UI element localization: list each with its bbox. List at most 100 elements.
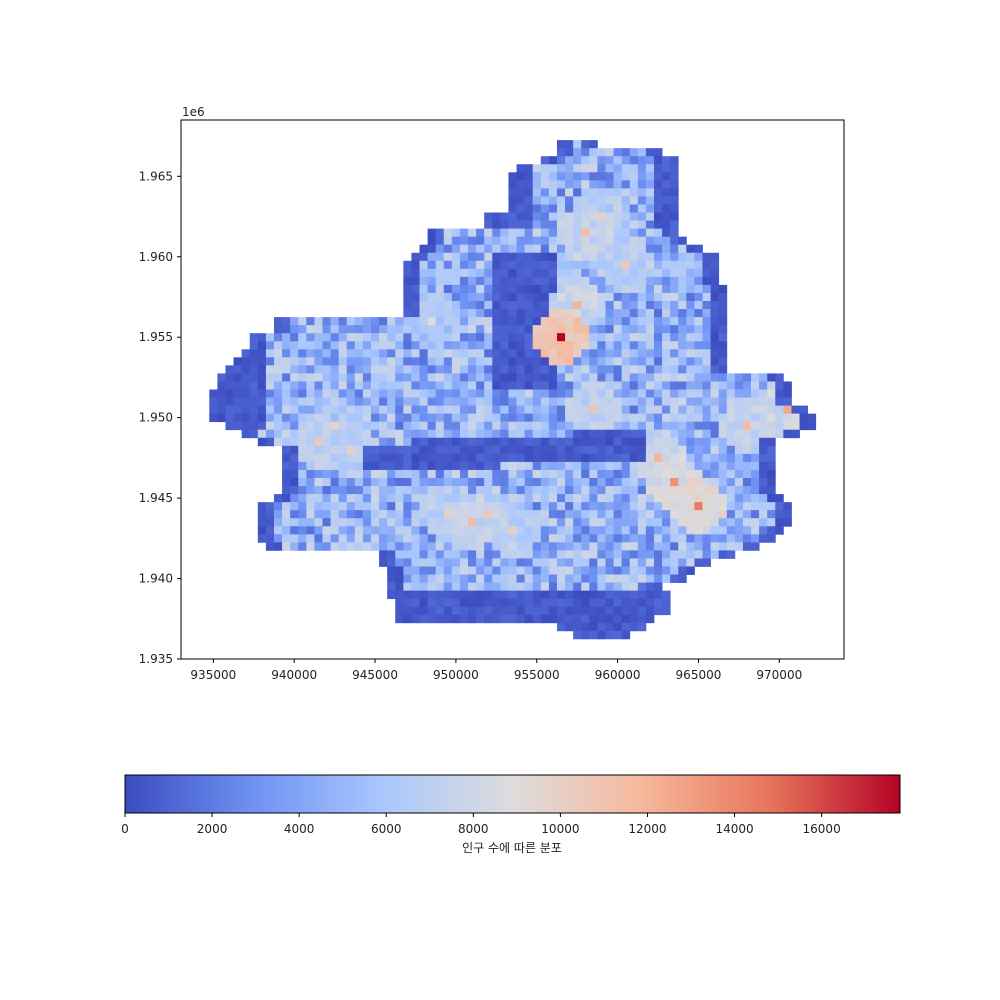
heatmap-cell: [742, 405, 752, 415]
heatmap-cell: [403, 510, 412, 519]
heatmap-cell: [637, 349, 647, 358]
heatmap-cell: [742, 421, 752, 431]
heatmap-cell: [492, 526, 501, 535]
heatmap-cell: [298, 333, 307, 342]
heatmap-cell: [565, 389, 574, 398]
heatmap-cell: [435, 518, 445, 527]
heatmap-cell: [508, 204, 517, 213]
heatmap-cell: [759, 381, 768, 390]
heatmap-cell: [273, 510, 283, 519]
heatmap-cell: [403, 486, 412, 495]
heatmap-cell: [637, 301, 647, 310]
heatmap-cell: [540, 614, 550, 624]
heatmap-cell: [492, 590, 501, 600]
heatmap-cell: [540, 284, 550, 294]
heatmap-cell: [371, 413, 380, 423]
heatmap-cell: [686, 252, 695, 262]
heatmap-cell: [548, 574, 558, 583]
heatmap-cell: [556, 164, 566, 173]
heatmap-cell: [734, 486, 744, 495]
heatmap-cell: [653, 212, 663, 221]
heatmap-cell: [799, 421, 809, 431]
heatmap-cell: [427, 421, 437, 431]
heatmap-cell: [678, 486, 687, 495]
heatmap-cell: [484, 244, 493, 254]
heatmap-cell: [492, 389, 501, 398]
heatmap-cell: [662, 188, 671, 197]
heatmap-cell: [298, 373, 307, 382]
heatmap-cell: [282, 325, 291, 334]
heatmap-cell: [718, 453, 728, 463]
heatmap-cell: [524, 180, 534, 189]
heatmap-cell: [532, 494, 542, 503]
heatmap-cell: [694, 510, 703, 519]
heatmap-cell: [427, 437, 437, 447]
heatmap-cell: [468, 502, 477, 511]
heatmap-cell: [459, 365, 469, 374]
heatmap-cell: [573, 204, 582, 213]
heatmap-cell: [403, 413, 412, 423]
heatmap-cell: [597, 341, 606, 350]
heatmap-cell: [500, 301, 509, 310]
heatmap-cell: [249, 357, 259, 366]
heatmap-cell: [556, 317, 566, 326]
heatmap-cell: [443, 421, 453, 431]
heatmap-cell: [419, 373, 429, 382]
heatmap-cell: [484, 220, 493, 229]
heatmap-cell: [516, 574, 526, 583]
heatmap-cell: [265, 389, 275, 398]
heatmap-cell: [516, 534, 526, 543]
heatmap-cell: [500, 365, 509, 374]
heatmap-cell: [516, 357, 526, 366]
heatmap-cell: [468, 349, 477, 358]
heatmap-cell: [362, 534, 372, 543]
heatmap-cell: [548, 236, 558, 246]
heatmap-cell: [637, 614, 647, 624]
heatmap-cell: [273, 534, 283, 543]
heatmap-cell: [581, 421, 590, 431]
heatmap-cell: [621, 469, 631, 479]
heatmap-cell: [702, 333, 711, 342]
heatmap-cell: [581, 582, 590, 592]
heatmap-cell: [354, 349, 364, 358]
heatmap-cell: [427, 292, 437, 302]
heatmap-cell: [395, 341, 404, 350]
heatmap-cell: [532, 381, 542, 390]
heatmap-cell: [581, 341, 590, 350]
heatmap-cell: [330, 437, 340, 447]
heatmap-cell: [653, 220, 663, 229]
heatmap-cell: [540, 333, 550, 342]
heatmap-cell: [694, 518, 703, 527]
heatmap-cell: [476, 550, 485, 559]
heatmap-cell: [298, 477, 307, 487]
heatmap-cell: [597, 172, 606, 181]
heatmap-cell: [459, 276, 469, 286]
heatmap-cell: [718, 461, 728, 471]
heatmap-cell: [581, 542, 590, 551]
heatmap-cell: [621, 397, 631, 406]
heatmap-cell: [516, 461, 526, 471]
heatmap-cell: [532, 550, 542, 559]
heatmap-cell: [419, 550, 429, 559]
heatmap-cell: [613, 453, 623, 463]
heatmap-cell: [613, 349, 623, 358]
heatmap-cell: [411, 518, 420, 527]
heatmap-cell: [500, 445, 509, 455]
heatmap-cell: [314, 341, 323, 350]
heatmap-cell: [686, 301, 695, 310]
heatmap-cell: [217, 389, 226, 398]
heatmap-cell: [694, 284, 703, 294]
heatmap-cell: [379, 469, 388, 479]
heatmap-cell: [451, 357, 461, 366]
heatmap-cell: [686, 421, 695, 431]
heatmap-cell: [662, 526, 671, 535]
heatmap-cell: [621, 373, 631, 382]
heatmap-cell: [468, 341, 477, 350]
heatmap-cell: [322, 381, 331, 390]
heatmap-cell: [662, 429, 671, 439]
heatmap-cell: [718, 469, 728, 479]
heatmap-cell: [500, 284, 509, 294]
heatmap-cell: [233, 381, 243, 390]
heatmap-cell: [540, 590, 550, 600]
heatmap-cell: [516, 252, 526, 262]
